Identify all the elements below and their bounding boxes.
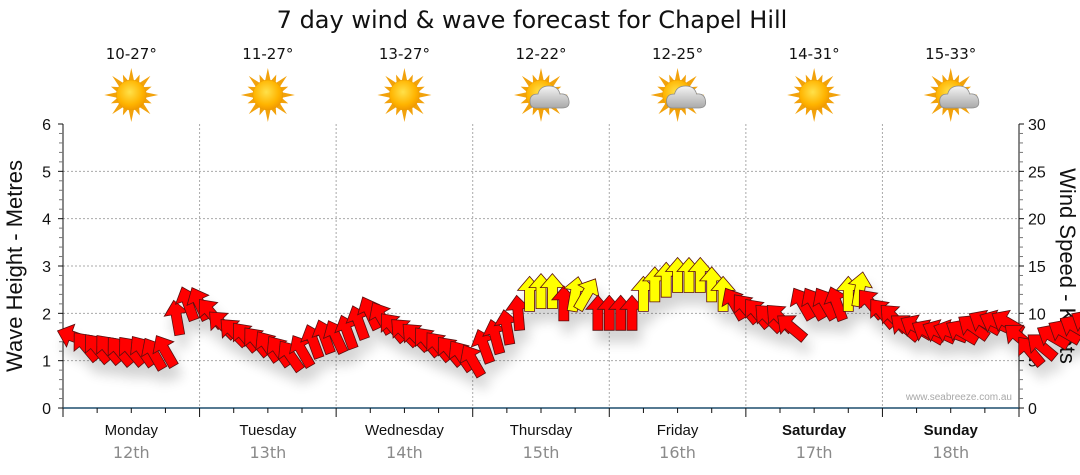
y-axis-left-label: Wave Height - Metres <box>2 160 27 372</box>
day-label: Friday <box>657 422 699 439</box>
sun-disc <box>252 79 284 111</box>
temperature-range: 11-27° <box>242 45 293 63</box>
date-label: 16th <box>659 443 696 462</box>
y-tick-label-left: 6 <box>42 117 51 134</box>
sun-ray <box>401 68 408 82</box>
y-tick-label-right: 30 <box>1028 117 1046 134</box>
y-tick-label-left: 2 <box>42 306 51 323</box>
sun-ray <box>538 68 544 82</box>
y-tick-label-right: 0 <box>1028 401 1037 418</box>
watermark: www.seabreeze.com.au <box>905 392 1012 403</box>
sun-ray <box>811 108 818 122</box>
sun-ray <box>787 92 802 98</box>
day-label: Monday <box>105 422 159 439</box>
cloud-shape <box>666 85 707 109</box>
sun-ray <box>280 92 295 98</box>
sun-disc <box>798 79 830 111</box>
weather-icons: 10-27° 11-27° 13-27° 12-22° 12-25° 14-31° 15-3… <box>104 45 980 122</box>
sun-ray <box>674 68 681 82</box>
gridlines <box>63 124 1019 408</box>
day-label: Saturday <box>782 422 847 439</box>
sun-ray <box>827 92 842 98</box>
axes: 0 1 2 3 4 5 6 0 5 10 15 20 25 30 Monday 12th Tuesday 13th… <box>42 117 1046 462</box>
cloud-body <box>529 85 570 109</box>
sun-ray <box>128 108 135 122</box>
wind-arrow <box>710 275 736 312</box>
sun-ray <box>144 92 159 98</box>
y-tick-label-left: 4 <box>42 212 51 229</box>
wind-arrow <box>152 335 179 369</box>
sun-ray <box>947 68 954 82</box>
sun-ray <box>264 108 271 122</box>
sun-disc <box>389 79 420 111</box>
day-label: Tuesday <box>239 422 296 439</box>
temperature-range: 15-33° <box>925 45 976 63</box>
sun-ray <box>401 108 408 122</box>
date-label: 12th <box>113 443 150 462</box>
temperature-range: 14-31° <box>789 45 840 63</box>
y-tick-label-right: 5 <box>1028 354 1037 371</box>
sun-disc <box>116 79 147 111</box>
sun-ray <box>923 92 938 98</box>
sun-ray <box>240 92 255 98</box>
sun-ray <box>674 108 681 122</box>
sun-ray <box>377 92 392 98</box>
date-label: 15th <box>523 443 560 462</box>
y-tick-label-right: 25 <box>1028 164 1046 181</box>
cloud-body <box>666 85 707 109</box>
wind-arrow <box>847 271 873 308</box>
wind-arrow <box>777 315 809 343</box>
date-label: 17th <box>796 443 833 462</box>
temperature-range: 13-27° <box>379 45 430 63</box>
sun-icon <box>240 68 295 122</box>
day-label: Thursday <box>510 422 573 439</box>
sun-ray <box>264 68 271 82</box>
sun-ray <box>514 92 528 98</box>
partly-cloudy-icon <box>650 68 707 122</box>
y-tick-label-right: 10 <box>1028 306 1046 323</box>
sun-ray <box>417 92 432 98</box>
day-label: Sunday <box>924 422 979 439</box>
date-label: 14th <box>386 443 423 462</box>
sun-icon <box>104 68 159 122</box>
date-label: 13th <box>249 443 286 462</box>
sun-icon <box>787 68 842 122</box>
sun-ray <box>811 68 818 82</box>
y-tick-label-left: 3 <box>42 259 51 276</box>
cloud-body <box>939 85 980 109</box>
sun-ray <box>947 108 954 122</box>
date-label: 18th <box>932 443 969 462</box>
cloud-shape <box>939 85 980 109</box>
sun-ray <box>650 92 665 98</box>
sun-ray <box>538 108 544 122</box>
temperature-range: 12-22° <box>515 45 566 63</box>
y-tick-label-right: 15 <box>1028 259 1046 276</box>
temperature-range: 10-27° <box>106 45 157 63</box>
y-tick-label-left: 1 <box>42 354 51 371</box>
wind-arrows <box>56 256 1080 379</box>
sun-ray <box>128 68 135 82</box>
partly-cloudy-icon <box>514 68 570 122</box>
y-tick-label-right: 20 <box>1028 212 1046 229</box>
wind-arrow <box>459 344 487 379</box>
sun-ray <box>104 92 119 98</box>
cloud-shape <box>529 85 570 109</box>
partly-cloudy-icon <box>923 68 980 122</box>
chart-title: 7 day wind & wave forecast for Chapel Hi… <box>277 6 788 34</box>
y-tick-label-left: 5 <box>42 164 51 181</box>
y-tick-label-left: 0 <box>42 401 51 418</box>
temperature-range: 12-25° <box>652 45 703 63</box>
day-label: Wednesday <box>365 422 444 439</box>
sun-icon <box>377 68 432 122</box>
